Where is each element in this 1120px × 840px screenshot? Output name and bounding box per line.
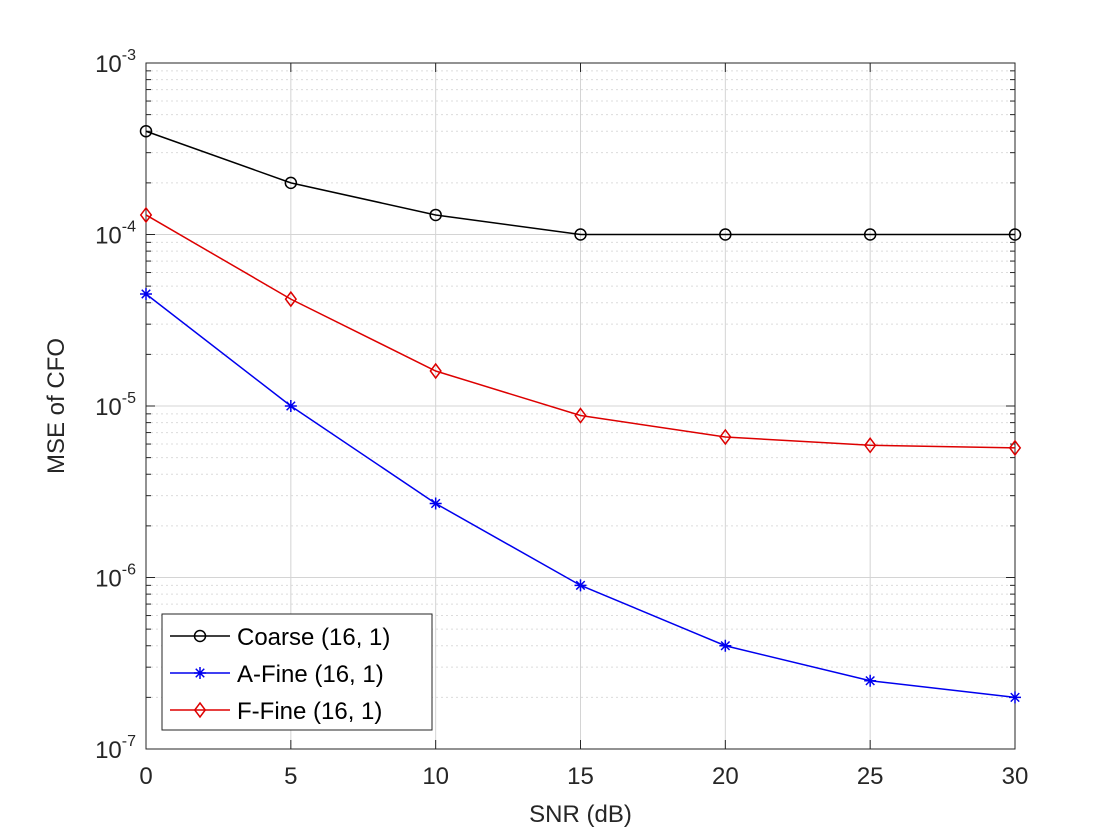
data-point — [139, 206, 153, 224]
x-tick-label: 0 — [139, 763, 152, 790]
data-point — [429, 208, 442, 222]
y-tick-label: 10-4 — [95, 219, 136, 250]
legend-label: F-Fine (16, 1) — [237, 698, 382, 725]
legend-marker — [193, 629, 207, 643]
legend: Coarse (16, 1) A-Fine (16, 1) F-Fine (16, … — [161, 613, 433, 731]
data-point — [574, 407, 587, 424]
series-1 — [140, 287, 1021, 704]
x-tick-label: 15 — [567, 763, 594, 790]
legend-entry: F-Fine (16, 1) — [170, 698, 382, 725]
data-point — [719, 428, 732, 446]
y-axis-title: MSE of CFO — [43, 338, 70, 474]
y-tick-label: 10-6 — [95, 562, 136, 593]
data-point — [429, 362, 442, 380]
data-point — [284, 290, 298, 308]
y-tick-labels: 10-7 10-6 10-5 10-4 10-3 — [95, 47, 136, 764]
legend-entry: A-Fine (16, 1) — [170, 661, 384, 688]
x-axis-title: SNR (dB) — [529, 801, 632, 828]
series-line — [145, 214, 1016, 449]
data-point — [284, 400, 297, 412]
x-tick-labels: 0 5 10 15 20 25 30 — [139, 763, 1028, 790]
legend-label: Coarse (16, 1) — [237, 624, 390, 651]
data-point — [139, 124, 153, 138]
data-point — [1008, 228, 1022, 241]
series-layer — [139, 124, 1022, 704]
legend-entry: Coarse (16, 1) — [170, 624, 390, 651]
y-tick-label: 10-5 — [95, 390, 136, 421]
data-point — [429, 497, 442, 510]
data-point — [1008, 439, 1022, 457]
data-point — [574, 228, 587, 241]
x-tick-label: 5 — [284, 763, 297, 790]
data-point — [719, 639, 732, 652]
y-tick-label: 10-3 — [95, 47, 136, 78]
axis-ticks — [145, 62, 1016, 750]
series-0 — [139, 124, 1022, 241]
legend-marker — [194, 667, 206, 679]
data-point — [863, 437, 877, 454]
series-2 — [139, 206, 1022, 457]
y-tick-label: 10-7 — [95, 733, 136, 764]
data-point — [284, 176, 298, 190]
x-tick-label: 10 — [422, 763, 449, 790]
x-tick-label: 30 — [1002, 763, 1029, 790]
legend-marker — [193, 701, 207, 719]
x-tick-label: 20 — [712, 763, 739, 790]
data-point — [1009, 691, 1021, 704]
data-point — [719, 228, 732, 241]
legend-label: A-Fine (16, 1) — [237, 661, 384, 688]
data-point — [863, 228, 877, 241]
series-line — [145, 130, 1015, 236]
data-point — [574, 579, 587, 592]
data-point — [140, 287, 152, 300]
data-point — [864, 674, 877, 687]
x-tick-label: 25 — [857, 763, 884, 790]
